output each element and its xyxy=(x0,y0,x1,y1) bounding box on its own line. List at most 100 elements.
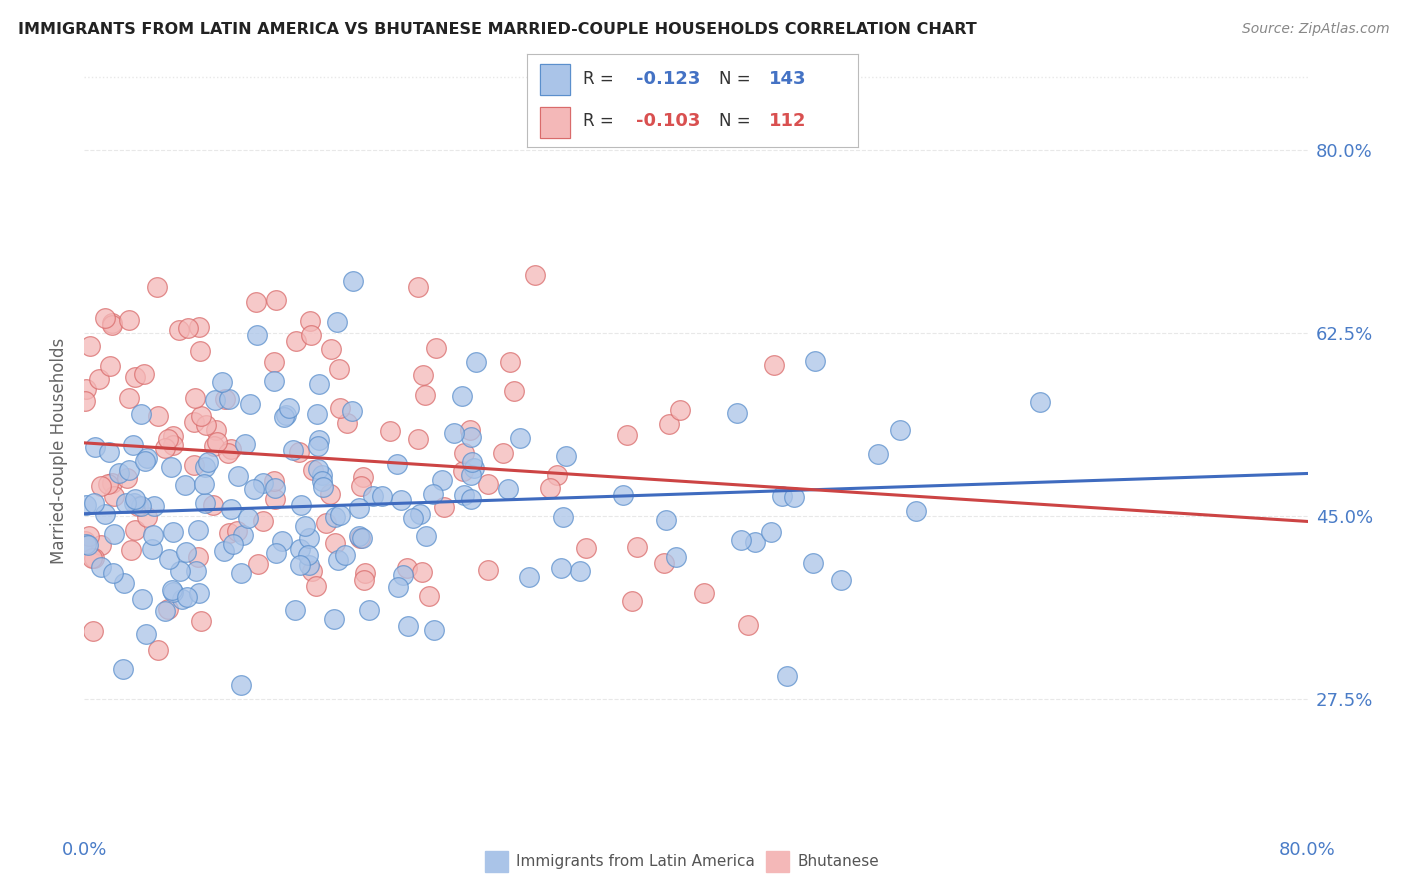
Text: Source: ZipAtlas.com: Source: ZipAtlas.com xyxy=(1241,22,1389,37)
Point xyxy=(205,434,228,449)
Point xyxy=(830,573,852,587)
Point xyxy=(101,318,124,333)
Point xyxy=(509,431,531,445)
Point xyxy=(117,470,139,484)
Point xyxy=(387,580,409,594)
Point xyxy=(190,615,212,629)
Point xyxy=(350,479,373,493)
Point xyxy=(246,328,269,343)
Point xyxy=(274,408,297,422)
Point xyxy=(396,618,419,632)
Point xyxy=(243,482,266,496)
Point xyxy=(430,474,453,488)
Point xyxy=(328,361,350,376)
Point xyxy=(94,311,117,326)
Text: N =: N = xyxy=(718,70,756,88)
Point xyxy=(204,393,226,408)
Point xyxy=(347,500,370,515)
FancyBboxPatch shape xyxy=(540,64,571,95)
Point xyxy=(342,274,364,288)
Point xyxy=(451,389,474,403)
Point xyxy=(103,527,125,541)
Point xyxy=(202,439,225,453)
Point xyxy=(129,499,152,513)
Point xyxy=(460,492,482,507)
Point xyxy=(83,495,105,509)
Point xyxy=(477,563,499,577)
Point xyxy=(311,467,333,482)
Point xyxy=(169,565,191,579)
Point xyxy=(82,551,104,566)
Point xyxy=(312,480,335,494)
Point xyxy=(433,500,456,514)
Point xyxy=(340,403,363,417)
Point xyxy=(202,498,225,512)
Point xyxy=(214,543,236,558)
Point xyxy=(193,476,215,491)
Point xyxy=(391,568,413,582)
Point xyxy=(156,602,179,616)
Point xyxy=(725,406,748,420)
Point xyxy=(451,464,474,478)
Point xyxy=(460,430,482,444)
Point xyxy=(174,477,197,491)
Point xyxy=(108,466,131,480)
Text: R =: R = xyxy=(583,70,620,88)
Point xyxy=(311,474,333,488)
Point xyxy=(118,391,141,405)
Point xyxy=(77,529,100,543)
Point xyxy=(131,592,153,607)
Point xyxy=(329,401,352,415)
Point xyxy=(263,374,285,388)
Point xyxy=(100,316,122,330)
Point xyxy=(167,323,190,337)
Point xyxy=(669,402,692,417)
Point xyxy=(211,376,233,390)
Point xyxy=(336,416,359,430)
Point xyxy=(759,525,782,540)
Point xyxy=(142,528,165,542)
Point xyxy=(270,534,292,549)
Point xyxy=(284,603,307,617)
Point xyxy=(389,492,412,507)
Point xyxy=(153,604,176,618)
Point xyxy=(170,591,193,606)
Point xyxy=(325,536,347,550)
Point xyxy=(353,573,375,587)
Point xyxy=(135,509,157,524)
Text: Immigrants from Latin America: Immigrants from Latin America xyxy=(516,855,755,869)
Point xyxy=(415,529,437,543)
Point xyxy=(612,488,634,502)
FancyBboxPatch shape xyxy=(540,107,571,138)
Point xyxy=(188,343,211,358)
Point xyxy=(443,426,465,441)
Point xyxy=(422,487,444,501)
Point xyxy=(463,461,485,475)
Point xyxy=(232,528,254,542)
Point xyxy=(87,372,110,386)
Point xyxy=(328,553,350,567)
Point xyxy=(453,488,475,502)
Point xyxy=(308,434,330,448)
Point xyxy=(263,355,285,369)
Point xyxy=(554,449,576,463)
Point xyxy=(239,397,262,411)
Point xyxy=(546,468,568,483)
Point xyxy=(413,388,436,402)
Point xyxy=(264,293,287,308)
Point xyxy=(226,524,249,538)
Point xyxy=(616,427,638,442)
Point xyxy=(664,549,686,564)
Text: N =: N = xyxy=(718,112,756,130)
Point xyxy=(194,460,217,475)
Point xyxy=(889,423,911,437)
Point xyxy=(363,489,385,503)
Point xyxy=(357,603,380,617)
Point xyxy=(127,499,149,513)
Point xyxy=(188,320,211,334)
Text: -0.103: -0.103 xyxy=(637,112,700,130)
Point xyxy=(524,268,547,283)
Point xyxy=(75,394,97,409)
Point xyxy=(423,623,446,637)
Point xyxy=(90,538,112,552)
